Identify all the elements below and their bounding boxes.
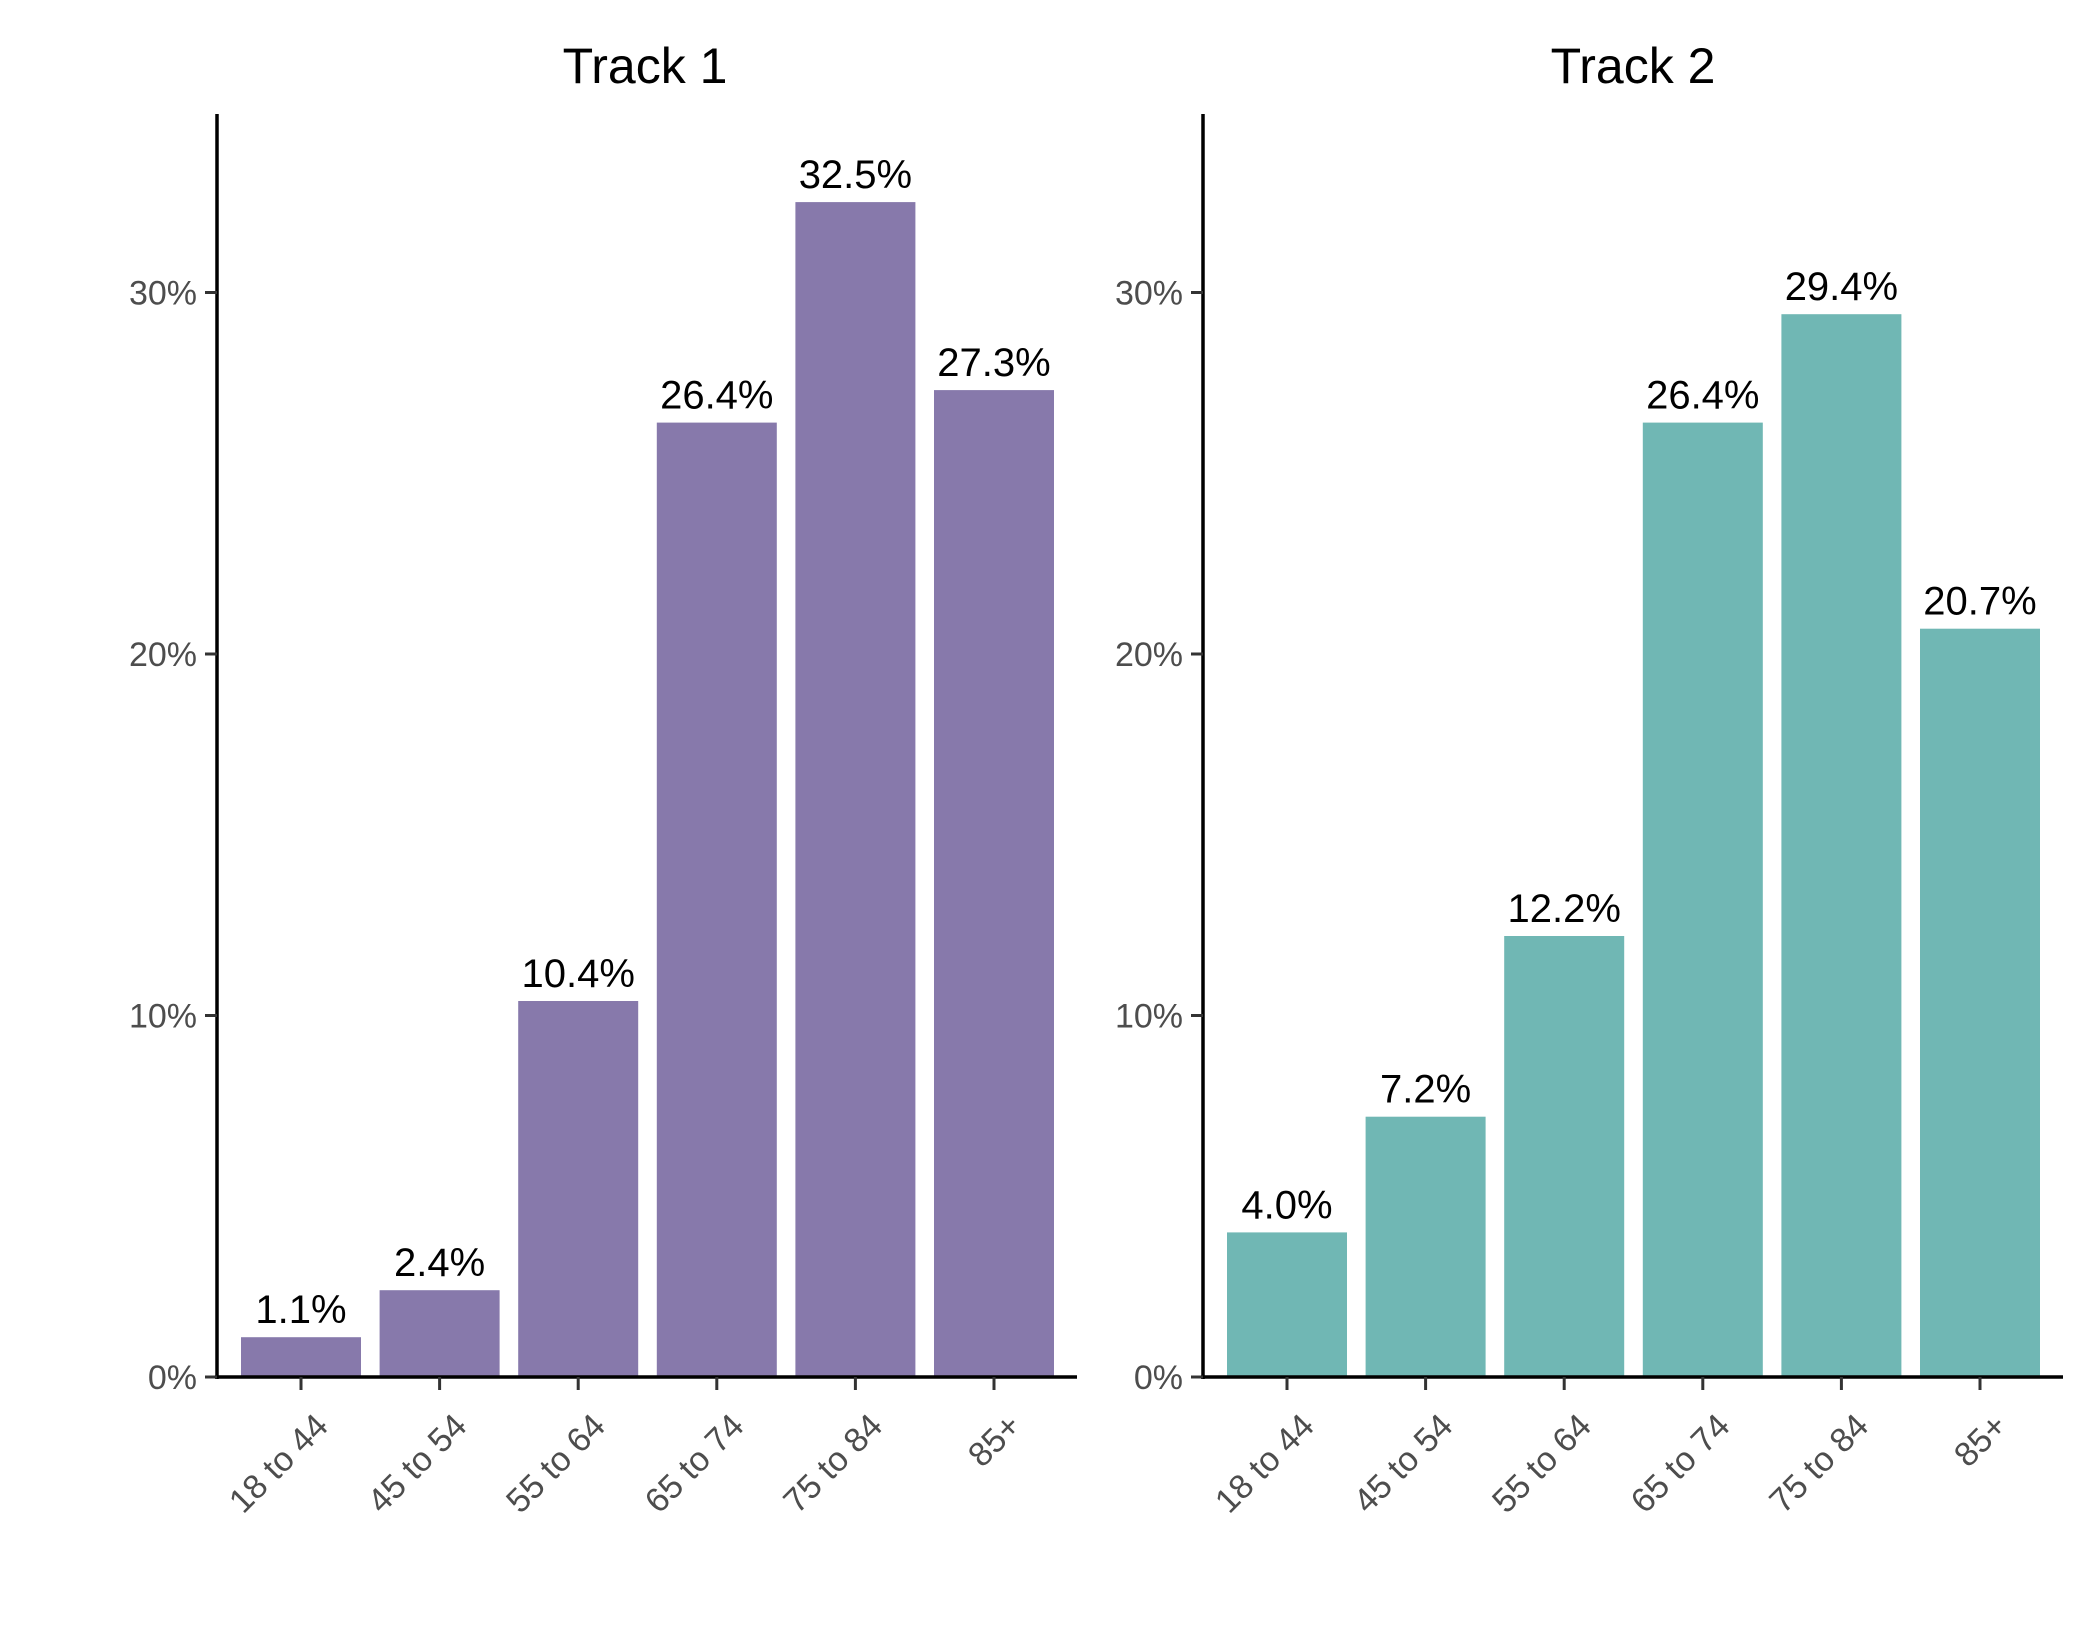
data-label-65-to-74: 26.4% — [1646, 374, 1759, 418]
panel-title: Track 2 — [1551, 38, 1716, 94]
y-tick-label-0: 0% — [1134, 1359, 1183, 1397]
panel-title: Track 1 — [563, 38, 728, 94]
data-label-45-to-54: 7.2% — [1380, 1068, 1471, 1112]
y-tick-label-10: 10% — [1115, 998, 1183, 1036]
bar-55-to-64 — [1504, 936, 1625, 1377]
bar-45-to-54 — [1365, 1116, 1486, 1377]
bar-45-to-54 — [379, 1290, 500, 1377]
data-label-45-to-54: 2.4% — [394, 1241, 485, 1285]
y-tick-label-10: 10% — [129, 998, 197, 1036]
data-label-85: 27.3% — [937, 341, 1050, 385]
bar-group — [241, 202, 1054, 1378]
bar-18-to-44 — [241, 1337, 361, 1377]
data-label-75-to-84: 29.4% — [1785, 265, 1898, 309]
data-label-group: 1.1% 2.4% 10.4% 26.4% 32.5% 27.3% — [255, 153, 1050, 1332]
bar-18-to-44 — [1227, 1232, 1347, 1377]
panel-track-1: Track 1 1.1% 2.4% 10.4% 26.4% 32.5% 27.3% 0% 1… — [129, 38, 1077, 1521]
data-label-55-to-64: 12.2% — [1507, 887, 1620, 931]
y-tick-label-30: 30% — [129, 275, 197, 313]
y-tick-label-20: 20% — [129, 636, 197, 674]
y-axis-ticks: 0% 10% 20% 30% — [1115, 275, 1203, 1397]
data-label-group: 4.0% 7.2% 12.2% 26.4% 29.4% 20.7% — [1241, 265, 2036, 1227]
data-label-18-to-44: 1.1% — [255, 1288, 346, 1332]
data-label-18-to-44: 4.0% — [1241, 1183, 1332, 1227]
data-label-65-to-74: 26.4% — [660, 374, 773, 418]
y-tick-label-0: 0% — [148, 1359, 197, 1397]
bar-65-to-74 — [1642, 422, 1763, 1378]
bar-65-to-74 — [656, 422, 777, 1378]
y-axis-ticks: 0% 10% 20% 30% — [129, 275, 217, 1397]
bar-75-to-84 — [1781, 314, 1902, 1378]
bar-group — [1227, 314, 2040, 1378]
y-tick-label-20: 20% — [1115, 636, 1183, 674]
bar-85 — [934, 390, 1054, 1378]
data-label-85: 20.7% — [1923, 580, 2036, 624]
bar-85 — [1920, 628, 2040, 1377]
bar-75-to-84 — [795, 202, 916, 1378]
data-label-55-to-64: 10.4% — [521, 952, 634, 996]
data-label-75-to-84: 32.5% — [799, 153, 912, 197]
bar-55-to-64 — [518, 1001, 639, 1377]
y-tick-label-30: 30% — [1115, 275, 1183, 313]
